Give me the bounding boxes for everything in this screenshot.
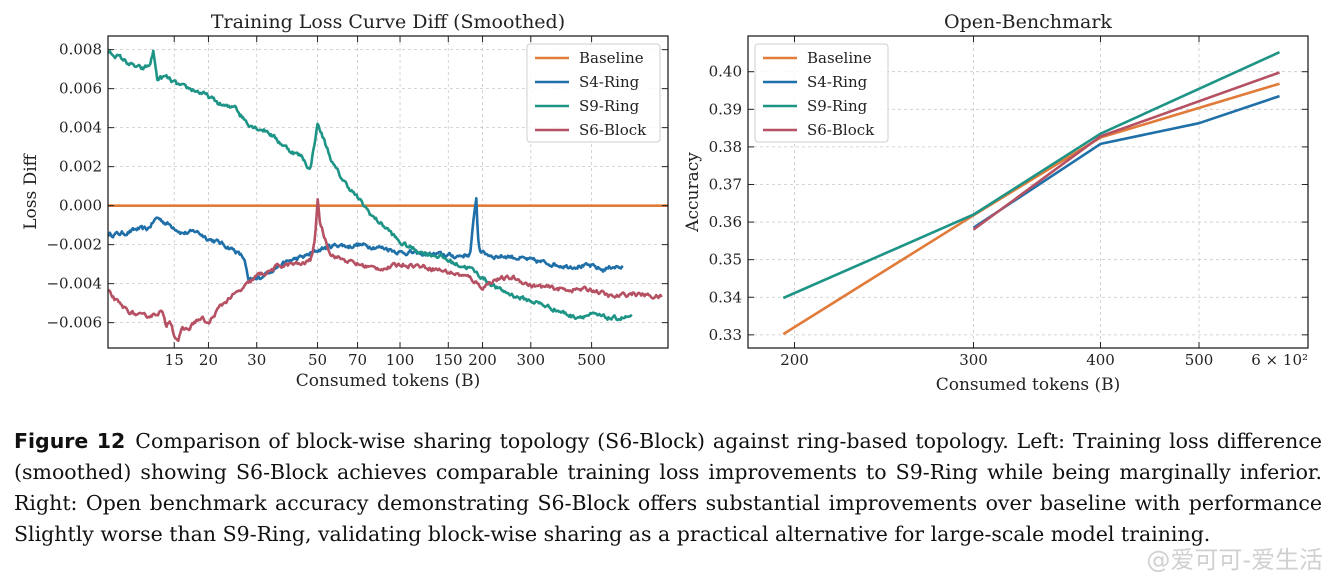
y-tick-label: 0.40 <box>709 63 742 81</box>
legend-label-s6-block: S6-Block <box>579 121 647 139</box>
series-line-s9-ring <box>108 49 633 322</box>
legend-label-s9-ring: S9-Ring <box>579 97 640 115</box>
x-offset-label: 6 × 10² <box>1251 351 1308 369</box>
legend-label-s4-ring: S4-Ring <box>579 73 640 91</box>
y-tick-label: −0.004 <box>46 275 102 293</box>
x-tick-label: 15 <box>165 351 184 369</box>
chart-panel-1: −0.006 −0.004 −0.002 0.000 0.002 0.004 0.006 0.… <box>21 11 669 391</box>
legend: Baseline S4-Ring S9-Ring S6-Block <box>526 43 661 143</box>
y-tick-label: −0.002 <box>46 236 102 254</box>
y-tick-label: 0.006 <box>59 80 102 98</box>
legend-box <box>754 43 889 143</box>
series-group <box>782 51 1281 336</box>
y-tick-label: 0.38 <box>709 138 742 156</box>
series-line-s4-ring <box>972 94 1280 229</box>
x-axis-title: Consumed tokens (B) <box>296 371 481 391</box>
x-tick-label: 500 <box>1185 351 1214 369</box>
plot-frame <box>107 35 669 349</box>
x-tick-label: 400 <box>1086 351 1115 369</box>
x-tick-label: 500 <box>577 351 606 369</box>
y-axis-title: Accuracy <box>683 152 703 233</box>
series-group <box>108 49 668 343</box>
legend-box <box>526 43 661 143</box>
series-line-s4-ring <box>108 197 624 282</box>
chart-panel-2: 0.33 0.34 0.35 0.36 0.37 0.38 0.39 0.40 200 300 40… <box>683 11 1309 395</box>
legend: Baseline S4-Ring S9-Ring S6-Block <box>754 43 889 143</box>
x-tick-label: 200 <box>780 351 809 369</box>
x-tick-label: 70 <box>348 351 367 369</box>
y-tick-label: 0.39 <box>709 100 742 118</box>
x-tick-label: 100 <box>386 351 415 369</box>
y-tick-label: 0.33 <box>709 326 742 344</box>
y-tick-label: 0.34 <box>709 288 742 306</box>
x-tick-label: 200 <box>468 351 497 369</box>
series-line-s9-ring <box>782 51 1281 300</box>
y-tick-label: 0.37 <box>709 175 742 193</box>
x-tick-label: 30 <box>247 351 266 369</box>
y-axis-title: Loss Diff <box>21 152 41 229</box>
x-axis-title: Consumed tokens (B) <box>936 375 1121 395</box>
plot-frame <box>747 35 1309 349</box>
watermark: @爱可可-爱生活 <box>1146 546 1323 574</box>
legend-label-s9-ring: S9-Ring <box>807 97 868 115</box>
x-tick-label: 150 <box>434 351 463 369</box>
chart-title: Open-Benchmark <box>944 11 1112 33</box>
series-line-s6-block <box>972 71 1280 231</box>
y-tick-label: 0.36 <box>709 213 742 231</box>
y-tick-label: 0.004 <box>59 119 102 137</box>
x-tick-label: 50 <box>308 351 327 369</box>
y-tick-label: 0.002 <box>59 158 102 176</box>
y-tick-label: 0.008 <box>59 41 102 59</box>
legend-label-baseline: Baseline <box>579 49 644 67</box>
figure: −0.006 −0.004 −0.002 0.000 0.002 0.004 0.006 0.… <box>21 11 1309 395</box>
y-tick-label: −0.006 <box>46 314 102 332</box>
caption-text: Comparison of block-wise sharing topolog… <box>14 429 1322 546</box>
x-tick-label: 300 <box>959 351 988 369</box>
chart-title: Training Loss Curve Diff (Smoothed) <box>211 11 565 33</box>
legend-label-baseline: Baseline <box>807 49 872 67</box>
series-line-baseline <box>782 82 1280 336</box>
legend-label-s4-ring: S4-Ring <box>807 73 868 91</box>
series-line-s6-block <box>108 198 663 343</box>
caption-label: Figure 12 <box>14 429 126 453</box>
legend-label-s6-block: S6-Block <box>807 121 875 139</box>
figure-caption: Figure 12 Comparison of block-wise sharin… <box>14 426 1322 550</box>
y-tick-label: 0.35 <box>709 251 742 269</box>
y-tick-label: 0.000 <box>59 197 102 215</box>
x-tick-label: 300 <box>516 351 545 369</box>
x-tick-label: 20 <box>199 351 218 369</box>
